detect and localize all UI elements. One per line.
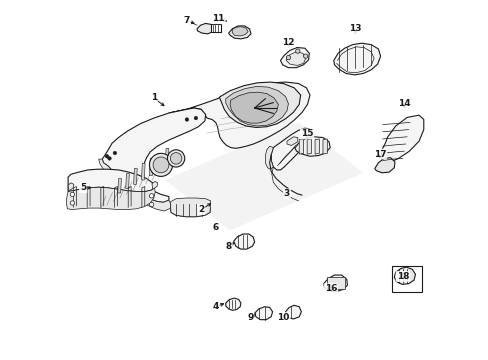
Polygon shape [125,174,129,189]
Circle shape [303,54,307,58]
Circle shape [153,157,168,173]
Polygon shape [285,52,305,66]
Polygon shape [149,158,153,176]
Circle shape [170,153,182,164]
Polygon shape [225,86,288,126]
Circle shape [70,192,75,197]
Circle shape [105,154,108,158]
Polygon shape [165,148,168,167]
Polygon shape [374,158,394,173]
Text: 4: 4 [212,302,219,311]
Polygon shape [323,275,347,292]
Text: 7: 7 [183,16,190,25]
Polygon shape [230,92,278,123]
Circle shape [295,49,299,53]
Polygon shape [393,267,415,284]
Polygon shape [233,234,254,249]
Text: 13: 13 [348,24,361,33]
Text: 15: 15 [300,129,313,138]
Circle shape [167,150,184,167]
Polygon shape [219,82,300,127]
Text: 2: 2 [198,205,204,214]
Polygon shape [68,183,74,191]
Text: 8: 8 [225,242,231,251]
Polygon shape [306,139,311,154]
Text: 1: 1 [150,94,157,102]
Polygon shape [170,198,210,217]
Polygon shape [102,108,205,202]
Circle shape [107,157,111,160]
Bar [391,266,421,292]
Polygon shape [197,23,214,34]
Text: 9: 9 [246,313,253,322]
Circle shape [185,118,188,121]
Text: 3: 3 [283,189,289,198]
Circle shape [113,151,117,155]
Text: 18: 18 [396,272,408,281]
Polygon shape [66,187,155,210]
Text: 11: 11 [212,14,224,23]
Circle shape [149,153,172,176]
Polygon shape [299,139,303,154]
Polygon shape [157,153,161,171]
Text: 10: 10 [277,313,289,322]
Polygon shape [68,169,154,192]
Bar [326,277,344,289]
Polygon shape [232,27,247,36]
Polygon shape [285,305,301,319]
Polygon shape [168,82,309,148]
Circle shape [194,116,197,120]
Polygon shape [254,307,272,320]
Polygon shape [314,139,319,154]
Polygon shape [152,181,158,189]
Polygon shape [165,122,363,230]
Polygon shape [270,128,311,170]
Polygon shape [228,26,250,39]
Polygon shape [381,115,423,163]
Polygon shape [322,139,326,154]
Polygon shape [141,163,145,180]
Polygon shape [286,137,297,145]
Polygon shape [333,43,380,75]
Polygon shape [170,203,210,217]
Bar [211,24,221,32]
Polygon shape [99,159,170,211]
Text: 17: 17 [373,150,386,158]
Polygon shape [118,179,121,193]
Text: 12: 12 [282,38,294,47]
Circle shape [70,201,75,205]
Text: 5: 5 [80,184,86,192]
Text: 6: 6 [212,223,218,232]
Polygon shape [265,146,273,169]
Circle shape [149,202,153,207]
Text: 16: 16 [324,284,336,293]
Text: 14: 14 [397,99,410,108]
Polygon shape [225,298,241,310]
Polygon shape [133,168,137,184]
Circle shape [149,194,153,198]
Polygon shape [294,137,329,156]
Polygon shape [280,48,309,68]
Circle shape [285,55,290,60]
